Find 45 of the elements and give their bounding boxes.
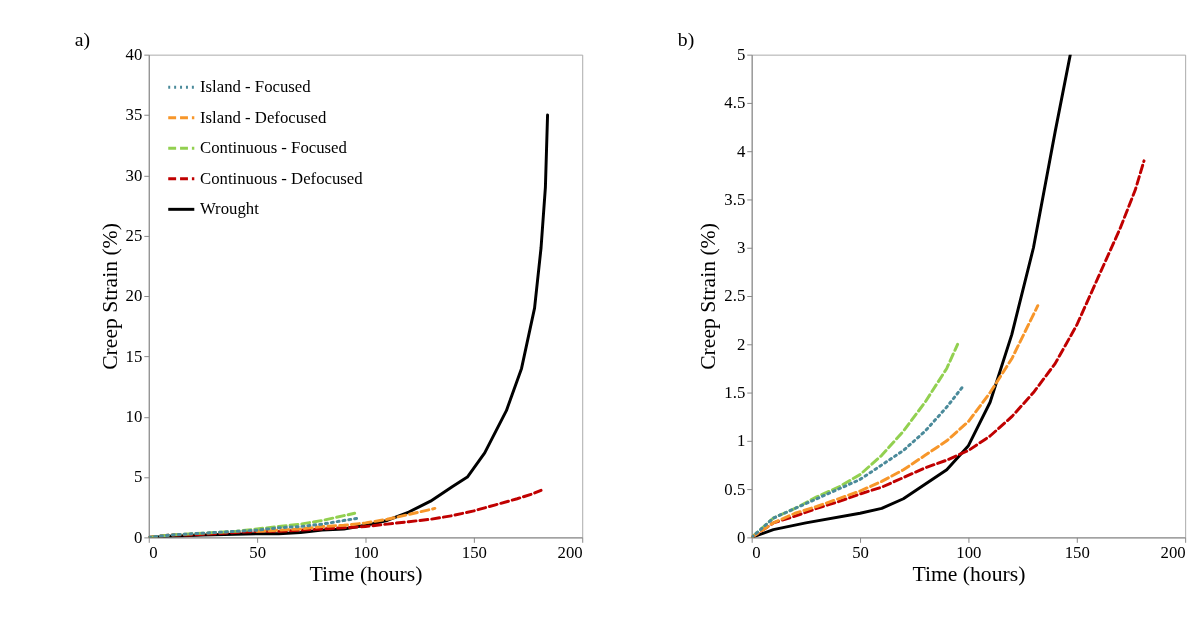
y-tick-label: 0 [133,527,143,547]
line-series [255,506,437,533]
x-axis-title: Time (hours) [309,562,423,587]
x-tick-label: 150 [1064,542,1090,562]
y-tick-label: 25 [125,226,143,246]
y-tick-label: 2.5 [724,286,746,306]
y-axis-title: Creep Strain (%) [97,223,122,370]
x-tick-label: 150 [461,542,487,562]
y-tick-label: 20 [125,286,143,306]
y-tick-label: 3 [736,238,746,258]
x-tick-label: 0 [752,542,761,562]
y-tick-label: 35 [125,105,143,125]
y-tick-label: 1.5 [724,382,746,402]
x-tick-label: 200 [1160,542,1186,562]
y-tick-label: 2 [736,334,746,354]
line-series [751,386,964,538]
x-tick-label: 50 [249,542,266,562]
text: a) [74,27,91,51]
y-tick-label: 5 [736,45,746,65]
legend-label: Continuous - Focused [199,138,348,158]
y-tick-label: 0 [736,527,746,547]
text: b) [677,27,695,51]
line-series [751,304,1040,538]
y-tick-label: 5 [133,467,143,487]
x-tick-label: 100 [353,542,379,562]
y-axis-title: Creep Strain (%) [696,223,721,370]
legend-label: Island - Defocused [199,107,328,127]
y-tick-label: 4.5 [724,93,746,113]
y-tick-label: 10 [125,407,143,427]
y-tick-label: 30 [125,165,143,185]
x-tick-label: 100 [956,542,982,562]
y-tick-label: 40 [125,45,143,65]
y-tick-label: 4 [736,141,746,161]
y-tick-label: 3.5 [724,189,746,209]
legend-label: Continuous - Defocused [199,168,364,188]
y-tick-label: 1 [736,431,746,451]
line-series [148,516,361,538]
legend-label: Wrought [199,199,260,219]
x-tick-label: 200 [557,542,583,562]
x-axis-title: Time (hours) [912,562,1026,587]
x-tick-label: 50 [852,542,869,562]
legend-label: Island - Focused [199,77,312,97]
y-tick-label: 0.5 [724,479,746,499]
x-tick-label: 0 [149,542,158,562]
y-tick-label: 15 [125,346,143,366]
